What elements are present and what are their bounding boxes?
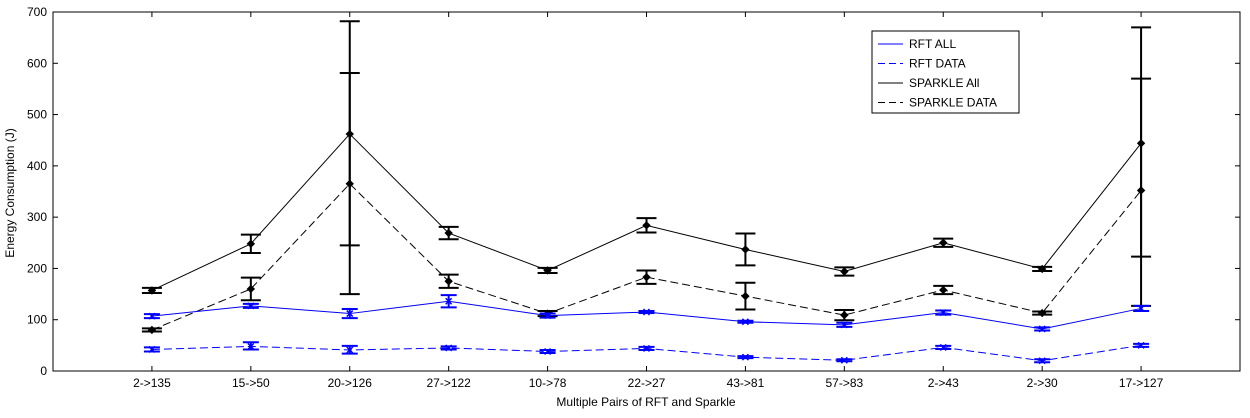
legend-label: RFT DATA <box>909 57 966 71</box>
data-point <box>544 312 552 320</box>
data-point <box>1037 308 1047 318</box>
y-tick-label: 600 <box>27 56 47 70</box>
data-point <box>543 266 552 275</box>
y-tick-label: 500 <box>27 108 47 122</box>
data-point <box>346 346 354 354</box>
legend-box <box>871 30 1020 114</box>
plot-frame <box>52 11 1241 372</box>
x-tick-label: 22->27 <box>628 376 666 390</box>
series-line <box>151 133 1142 291</box>
x-tick-label: 10->78 <box>529 376 567 390</box>
data-point <box>147 286 157 295</box>
x-tick-label: 17->127 <box>1119 376 1164 390</box>
data-point <box>445 344 453 352</box>
legend-label: SPARKLE All <box>909 76 979 90</box>
data-point <box>1038 357 1046 365</box>
data-point <box>445 297 453 305</box>
data-point <box>1037 264 1047 274</box>
data-point <box>741 353 749 361</box>
y-tick-label: 700 <box>27 5 47 19</box>
legend-label: SPARKLE DATA <box>909 96 997 110</box>
y-tick-label: 300 <box>27 210 47 224</box>
data-point <box>741 245 750 254</box>
data-point <box>246 284 256 294</box>
data-point <box>840 321 848 329</box>
data-point <box>642 344 651 352</box>
series-group <box>141 20 1152 365</box>
x-tick-label: 57->83 <box>825 376 863 390</box>
x-axis-label: Multiple Pairs of RFT and Sparkle <box>556 395 736 409</box>
data-point <box>939 238 948 247</box>
data-point <box>345 179 354 189</box>
data-point <box>1038 325 1046 333</box>
data-point <box>148 312 156 320</box>
data-point <box>840 310 849 320</box>
data-point <box>642 308 651 316</box>
data-point <box>1137 341 1145 349</box>
data-point <box>939 285 948 295</box>
data-point <box>741 318 749 326</box>
data-point <box>247 302 255 310</box>
series-rft-all <box>143 294 1150 333</box>
data-point <box>840 267 849 276</box>
y-tick-label: 400 <box>27 159 47 173</box>
series-sparkle-data <box>141 72 1152 335</box>
data-point <box>246 239 256 249</box>
series-line <box>151 300 1142 330</box>
data-point <box>840 356 848 364</box>
series-line <box>151 183 1142 331</box>
data-point <box>346 310 354 318</box>
data-point <box>1137 304 1145 312</box>
data-point <box>939 309 947 317</box>
legend: RFT ALL RFT DATA SPARKLE All SPARKLE DATA <box>871 30 1020 114</box>
data-point <box>148 345 156 353</box>
x-tick-label: 15->50 <box>232 376 270 390</box>
data-point <box>939 343 947 351</box>
y-axis-label: Energy Consumption (J) <box>3 128 17 257</box>
y-tick-label: 200 <box>27 261 47 275</box>
data-point <box>544 347 552 356</box>
data-point <box>147 325 157 335</box>
x-tick-label: 27->122 <box>426 376 471 390</box>
x-tick-label: 2->135 <box>133 376 171 390</box>
data-point <box>247 342 255 350</box>
data-point <box>642 221 651 230</box>
data-point <box>642 272 651 282</box>
y-tick-label: 0 <box>40 364 47 378</box>
x-tick-label: 43->81 <box>727 376 765 390</box>
data-point <box>444 228 453 238</box>
data-point <box>741 291 750 301</box>
series-rft-data <box>143 341 1150 365</box>
axes-group: 0 100 200 300 400 500 600 700 2->135 15->50 20->12… <box>27 5 1241 390</box>
y-tick-label: 100 <box>27 313 47 327</box>
data-point <box>444 277 453 286</box>
x-tick-label: 2->43 <box>928 376 959 390</box>
legend-label: RFT ALL <box>909 37 956 51</box>
x-tick-label: 2->30 <box>1027 376 1058 390</box>
data-point <box>1136 186 1146 195</box>
x-tick-label: 20->126 <box>328 376 373 390</box>
